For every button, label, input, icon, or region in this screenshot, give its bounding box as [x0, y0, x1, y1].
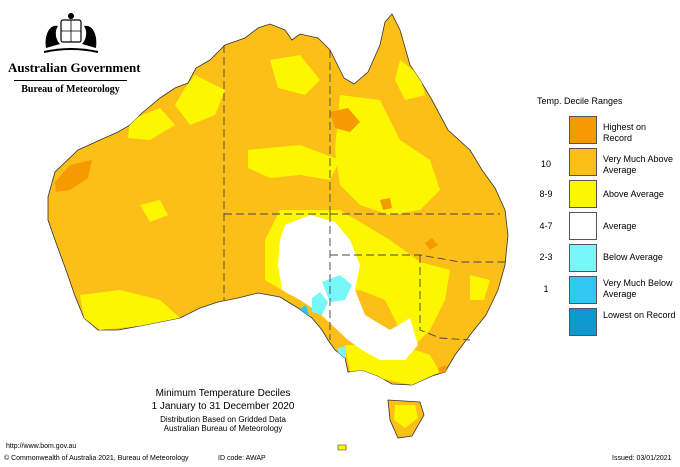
copyright-text: © Commonwealth of Australia 2021, Bureau… — [4, 455, 189, 462]
issued-date: Issued: 03/01/2021 — [612, 455, 672, 462]
legend-range-1: 1 — [543, 284, 549, 294]
legend-label-average: Average — [603, 221, 637, 231]
legend-swatch-highest — [569, 116, 597, 144]
government-logo: Australian Government Bureau of Meteorol… — [8, 10, 141, 95]
map-title: Minimum Temperature Deciles — [155, 388, 291, 399]
legend-label-below: Below Average — [603, 252, 663, 262]
map-caption: Minimum Temperature Deciles 1 January to… — [128, 388, 318, 433]
legend-range-8-9: 8-9 — [539, 189, 553, 199]
map-method: Distribution Based on Gridded Data — [160, 415, 286, 424]
legend-range-10: 10 — [540, 159, 551, 169]
logo-divider — [14, 80, 127, 81]
legend-label-very-much-below: Very Much Below Average — [603, 278, 673, 299]
map-source: Australian Bureau of Meteorology — [163, 424, 283, 433]
legend-swatch-lowest — [569, 308, 597, 336]
id-code: ID code: AWAP — [218, 455, 266, 462]
legend-swatch-very-much-below — [569, 276, 597, 304]
legend-title: Temp. Decile Ranges — [537, 96, 623, 106]
legend-label-above: Above Average — [603, 189, 664, 199]
bureau-name: Bureau of Meteorology — [21, 84, 120, 95]
legend-label-very-much-above: Very Much Above Average — [603, 154, 674, 175]
legend-swatch-average — [569, 212, 597, 240]
map-period: 1 January to 31 December 2020 — [151, 401, 295, 412]
legend-range-4-7: 4-7 — [539, 221, 553, 231]
legend-label-highest: Highest on Record — [603, 122, 647, 143]
legend-swatch-above — [569, 180, 597, 208]
coat-of-arms-icon — [43, 13, 98, 53]
website-link[interactable]: http://www.bom.gov.au — [6, 443, 77, 450]
legend-range-2-3: 2-3 — [539, 252, 553, 262]
org-name: Australian Government — [8, 60, 141, 75]
legend-swatch-very-much-above — [569, 148, 597, 176]
legend-swatch-below — [569, 244, 597, 272]
legend-label-lowest: Lowest on Record — [603, 310, 676, 320]
